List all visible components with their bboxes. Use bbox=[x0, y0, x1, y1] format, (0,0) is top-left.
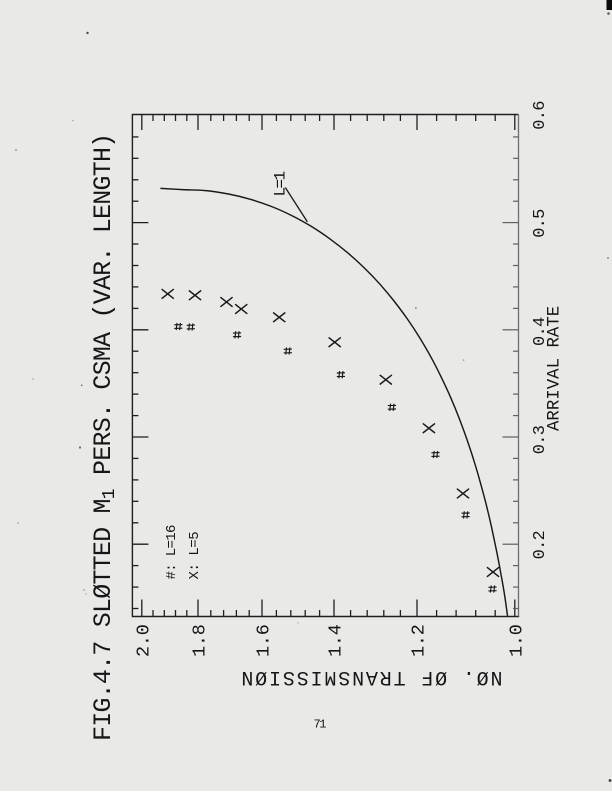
svg-text:2.0: 2.0 bbox=[134, 624, 155, 657]
svg-text:0.3: 0.3 bbox=[531, 425, 550, 454]
svg-text:NØ. ØF TRANSMISSIØN: NØ. ØF TRANSMISSIØN bbox=[240, 665, 503, 688]
svg-text:#: L=16: #: L=16 bbox=[164, 525, 180, 580]
svg-text:1.8: 1.8 bbox=[190, 624, 211, 657]
svg-text:71: 71 bbox=[314, 718, 327, 732]
svg-text:1.6: 1.6 bbox=[254, 624, 275, 657]
svg-text:1.2: 1.2 bbox=[409, 624, 430, 657]
svg-text:1.0: 1.0 bbox=[507, 624, 528, 657]
svg-text:1.4: 1.4 bbox=[326, 624, 347, 657]
svg-text:0.2: 0.2 bbox=[531, 531, 550, 559]
svg-text:L=1: L=1 bbox=[272, 171, 290, 196]
svg-text:0.4: 0.4 bbox=[531, 317, 550, 346]
svg-text:0.6: 0.6 bbox=[531, 101, 550, 130]
svg-text:0.5: 0.5 bbox=[531, 209, 550, 238]
svg-text:X: L=5: X: L=5 bbox=[187, 532, 203, 580]
svg-text:FIG.4.7 SLØTTED M1 PERS. CSMA: FIG.4.7 SLØTTED M1 PERS. CSMA (VAR. LENG… bbox=[89, 134, 120, 741]
